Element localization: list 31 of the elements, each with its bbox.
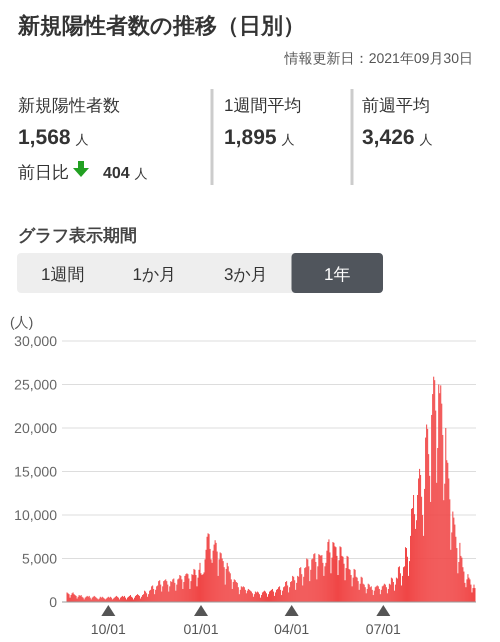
text: 3,426 <box>362 126 415 149</box>
text: 1,895 <box>224 126 277 149</box>
text: 3か月 <box>224 265 268 284</box>
text: 1か月 <box>132 265 176 284</box>
x-tick-label: 10/01 <box>90 621 126 637</box>
x-tick-label: 01/01 <box>183 621 219 637</box>
y-tick-label: 5,000 <box>22 550 58 566</box>
text: 人 <box>282 132 295 147</box>
y-axis-title: (人) <box>10 314 34 330</box>
text: 人 <box>420 132 433 147</box>
text: 人 <box>76 132 89 147</box>
text: 1年 <box>324 265 350 284</box>
y-tick-label: 0 <box>49 594 58 610</box>
y-tick-label: 15,000 <box>14 464 58 480</box>
text: 1週間平均 <box>224 96 302 115</box>
text: 新規陽性者数 <box>18 96 120 115</box>
text: 前週平均 <box>362 96 430 115</box>
y-tick-label: 25,000 <box>14 376 58 392</box>
y-tick-label: 30,000 <box>14 333 58 349</box>
text: 人 <box>134 166 148 181</box>
text: グラフ表示期間 <box>18 226 137 245</box>
text: 情報更新日：2021年09月30日 <box>284 50 473 66</box>
x-tick-label: 04/01 <box>274 621 310 637</box>
x-tick-label: 07/01 <box>366 621 402 637</box>
text: 404 <box>103 165 130 182</box>
y-tick-label: 10,000 <box>14 507 58 523</box>
text: 前日比 <box>18 163 69 182</box>
text: 新規陽性者数の推移（日別） <box>17 13 305 38</box>
y-tick-label: 20,000 <box>14 420 58 436</box>
text: 1,568 <box>18 126 71 149</box>
text: 1週間 <box>41 265 84 284</box>
